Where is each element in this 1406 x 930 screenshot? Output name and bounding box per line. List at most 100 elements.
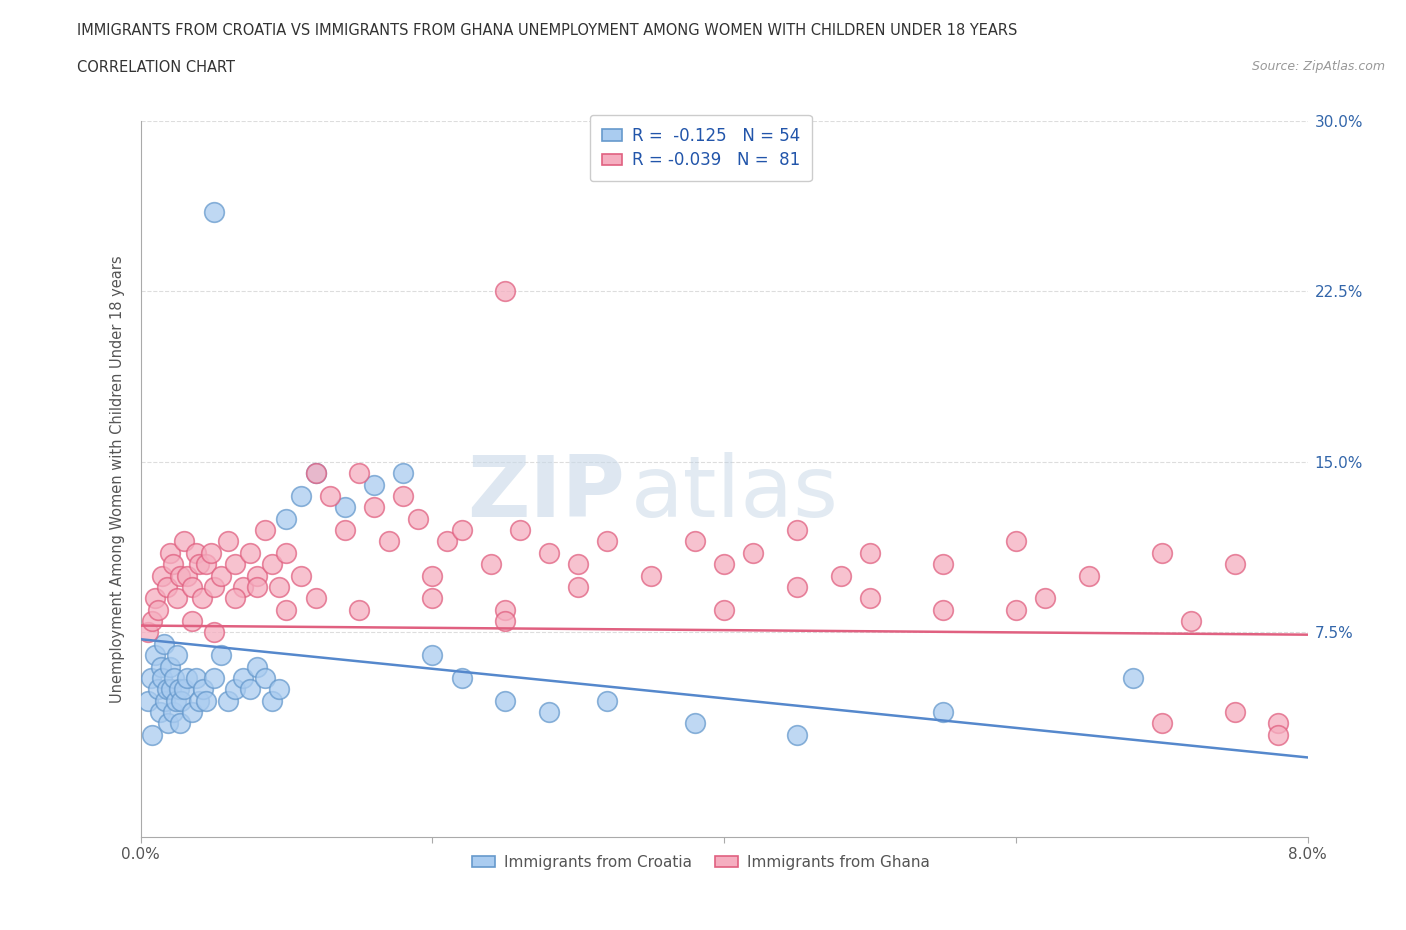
Point — [349, 466, 371, 481]
Point — [173, 682, 195, 697]
Point — [269, 682, 291, 697]
Point — [683, 716, 706, 731]
Text: atlas: atlas — [631, 452, 839, 535]
Point — [195, 557, 218, 572]
Point — [188, 557, 211, 572]
Point — [260, 693, 283, 708]
Point — [239, 682, 262, 697]
Point — [1223, 557, 1246, 572]
Point — [217, 693, 239, 708]
Point — [305, 466, 328, 481]
Point — [305, 591, 328, 605]
Point — [537, 545, 560, 560]
Text: CORRELATION CHART: CORRELATION CHART — [77, 60, 235, 75]
Y-axis label: Unemployment Among Women with Children Under 18 years: Unemployment Among Women with Children U… — [110, 255, 125, 703]
Point — [246, 659, 269, 674]
Point — [786, 523, 808, 538]
Point — [146, 603, 169, 618]
Point — [141, 614, 163, 629]
Point — [180, 579, 202, 594]
Point — [567, 579, 589, 594]
Point — [392, 488, 415, 503]
Point — [246, 568, 269, 583]
Text: ZIP: ZIP — [467, 452, 624, 535]
Point — [422, 591, 444, 605]
Point — [169, 716, 191, 731]
Point — [200, 545, 222, 560]
Point — [290, 568, 312, 583]
Point — [640, 568, 662, 583]
Point — [180, 705, 202, 720]
Point — [596, 534, 619, 549]
Point — [184, 545, 207, 560]
Point — [166, 591, 188, 605]
Point — [188, 693, 211, 708]
Point — [253, 671, 276, 685]
Point — [165, 693, 187, 708]
Point — [260, 557, 283, 572]
Point — [1077, 568, 1099, 583]
Point — [276, 603, 298, 618]
Point — [742, 545, 765, 560]
Point — [136, 625, 159, 640]
Point — [363, 500, 385, 515]
Point — [191, 591, 214, 605]
Point — [377, 534, 399, 549]
Point — [202, 671, 225, 685]
Point — [193, 682, 215, 697]
Point — [156, 682, 179, 697]
Point — [159, 659, 181, 674]
Point — [596, 693, 619, 708]
Point — [159, 545, 181, 560]
Point — [202, 579, 225, 594]
Point — [319, 488, 342, 503]
Point — [479, 557, 502, 572]
Point — [932, 705, 955, 720]
Point — [567, 557, 589, 572]
Point — [1267, 716, 1289, 731]
Point — [152, 568, 174, 583]
Point — [195, 693, 218, 708]
Point — [217, 534, 239, 549]
Point — [224, 682, 246, 697]
Point — [450, 671, 472, 685]
Point — [232, 579, 254, 594]
Point — [167, 682, 190, 697]
Point — [422, 647, 444, 662]
Point — [176, 568, 198, 583]
Point — [276, 545, 298, 560]
Point — [163, 671, 186, 685]
Point — [209, 647, 232, 662]
Point — [155, 693, 177, 708]
Point — [494, 614, 516, 629]
Point — [830, 568, 852, 583]
Point — [169, 568, 191, 583]
Point — [1267, 727, 1289, 742]
Point — [786, 727, 808, 742]
Point — [202, 205, 225, 219]
Point — [932, 557, 955, 572]
Point — [349, 603, 371, 618]
Point — [859, 545, 882, 560]
Point — [363, 477, 385, 492]
Point — [146, 682, 169, 697]
Point — [202, 625, 225, 640]
Point — [509, 523, 531, 538]
Point — [176, 671, 198, 685]
Point — [156, 579, 179, 594]
Point — [148, 705, 170, 720]
Point — [139, 671, 162, 685]
Point — [1122, 671, 1144, 685]
Point — [494, 603, 516, 618]
Point — [1180, 614, 1202, 629]
Point — [932, 603, 955, 618]
Point — [152, 671, 174, 685]
Point — [1150, 545, 1173, 560]
Point — [333, 523, 356, 538]
Point — [209, 568, 232, 583]
Point — [239, 545, 262, 560]
Point — [143, 591, 166, 605]
Point — [224, 591, 246, 605]
Point — [150, 659, 173, 674]
Point — [166, 647, 188, 662]
